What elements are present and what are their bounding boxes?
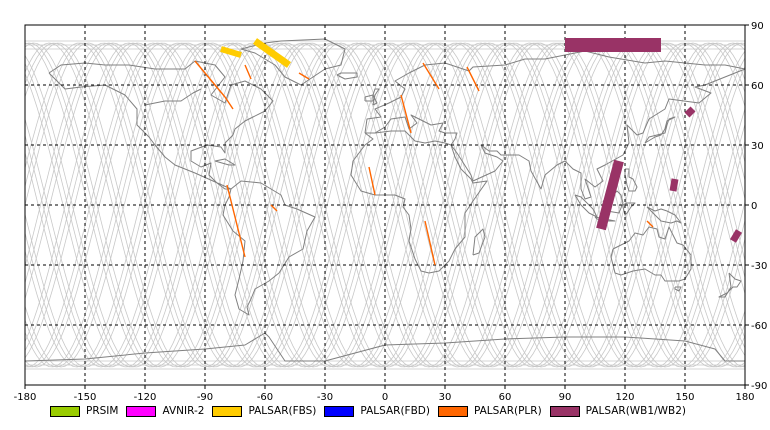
coverage-swath	[226, 184, 246, 258]
orbit-track	[25, 42, 746, 368]
legend-swatch	[549, 405, 580, 417]
y-tick-label: 60	[751, 81, 764, 92]
coverage-swath	[270, 204, 278, 212]
coastline	[214, 158, 236, 166]
x-tick-label: 30	[439, 392, 452, 403]
coverage-swath	[669, 178, 679, 192]
coastline	[222, 180, 316, 316]
legend-item-palsar-fbd: PALSAR(FBD)	[324, 405, 430, 417]
coastline	[372, 88, 380, 106]
x-tick-label: -30	[317, 392, 333, 403]
legend-swatch	[324, 405, 355, 417]
y-tick-label: -30	[751, 261, 767, 272]
coastline	[472, 228, 486, 256]
x-tick-label: 90	[559, 392, 572, 403]
coverage-swath	[424, 220, 436, 266]
legend-item-prsim: PRSIM	[50, 405, 118, 417]
x-tick-label: -150	[74, 392, 97, 403]
legend-label: PALSAR(WB1/WB2)	[585, 405, 686, 417]
x-tick-label: -120	[134, 392, 157, 403]
orbit-track	[24, 42, 746, 368]
x-tick-label: 180	[735, 392, 754, 403]
legend-item-palsar-fbs: PALSAR(FBS)	[212, 405, 316, 417]
x-tick-label: 120	[615, 392, 634, 403]
legend-label: PALSAR(PLR)	[473, 405, 542, 417]
coastline	[24, 332, 745, 362]
legend-label: PRSIM	[86, 405, 119, 417]
coverage-swath	[400, 94, 412, 134]
orbit-track	[24, 42, 746, 368]
legend-label: PALSAR(FBD)	[360, 405, 430, 417]
y-tick-labels: 90 60 30 0 -30 -60 -90	[745, 21, 767, 392]
legend-swatch	[126, 405, 157, 417]
x-tick-label: 60	[499, 392, 512, 403]
coastline	[336, 72, 358, 80]
y-tick-label: -60	[751, 321, 767, 332]
legend-item-palsar-wb: PALSAR(WB1/WB2)	[549, 405, 686, 417]
x-tick-label: -180	[14, 392, 37, 403]
legend-label: AVNIR-2	[162, 405, 205, 417]
coverage-swath	[224, 96, 234, 110]
coverage-swath	[729, 229, 743, 243]
legend: PRSIM AVNIR-2 PALSAR(FBS) PALSAR(FBD) PA…	[50, 403, 694, 419]
orbit-track	[24, 42, 746, 368]
coverage-swath	[646, 220, 654, 228]
coverage-swath	[220, 46, 242, 58]
coastline	[624, 168, 638, 192]
x-tick-label: 150	[675, 392, 694, 403]
legend-item-palsar-plr: PALSAR(PLR)	[437, 405, 542, 417]
x-tick-label: -60	[257, 392, 273, 403]
coverage-swath	[298, 72, 310, 80]
legend-swatch	[212, 405, 243, 417]
coverage-swath	[422, 62, 440, 90]
coverage-swath	[194, 60, 226, 98]
coastline	[644, 116, 676, 144]
coastline	[364, 50, 746, 200]
orbit-track	[24, 42, 746, 368]
orbit-track	[24, 42, 746, 368]
coverage-swaths	[194, 38, 743, 266]
coastline	[144, 88, 202, 106]
legend-item-avnir2: AVNIR-2	[126, 405, 204, 417]
legend-swatch	[50, 405, 80, 417]
coverage-swath	[368, 166, 376, 196]
coastline	[240, 38, 346, 86]
legend-swatch	[437, 405, 468, 417]
x-tick-label: 0	[382, 392, 388, 403]
coastline	[646, 206, 682, 224]
coastline	[622, 202, 636, 216]
legend-label: PALSAR(FBS)	[248, 405, 317, 417]
coastline	[610, 226, 692, 282]
orbit-track	[24, 42, 746, 368]
grid-lines	[25, 25, 745, 385]
coverage-swath	[466, 66, 480, 92]
coverage-swath	[244, 64, 252, 80]
coastline	[718, 272, 742, 298]
coastline	[674, 286, 682, 292]
x-tick-labels: -180 -150 -120 -90 -60 -30 0 30 60 90 120 150 180	[14, 385, 755, 403]
y-tick-label: -90	[751, 381, 767, 392]
coverage-swath	[596, 159, 624, 231]
coverage-swath	[252, 38, 292, 68]
coastline	[364, 94, 374, 102]
y-tick-label: 0	[751, 201, 757, 212]
y-tick-label: 30	[751, 141, 764, 152]
coverage-swath	[684, 106, 696, 118]
y-tick-label: 90	[751, 21, 764, 32]
x-tick-label: -90	[197, 392, 213, 403]
